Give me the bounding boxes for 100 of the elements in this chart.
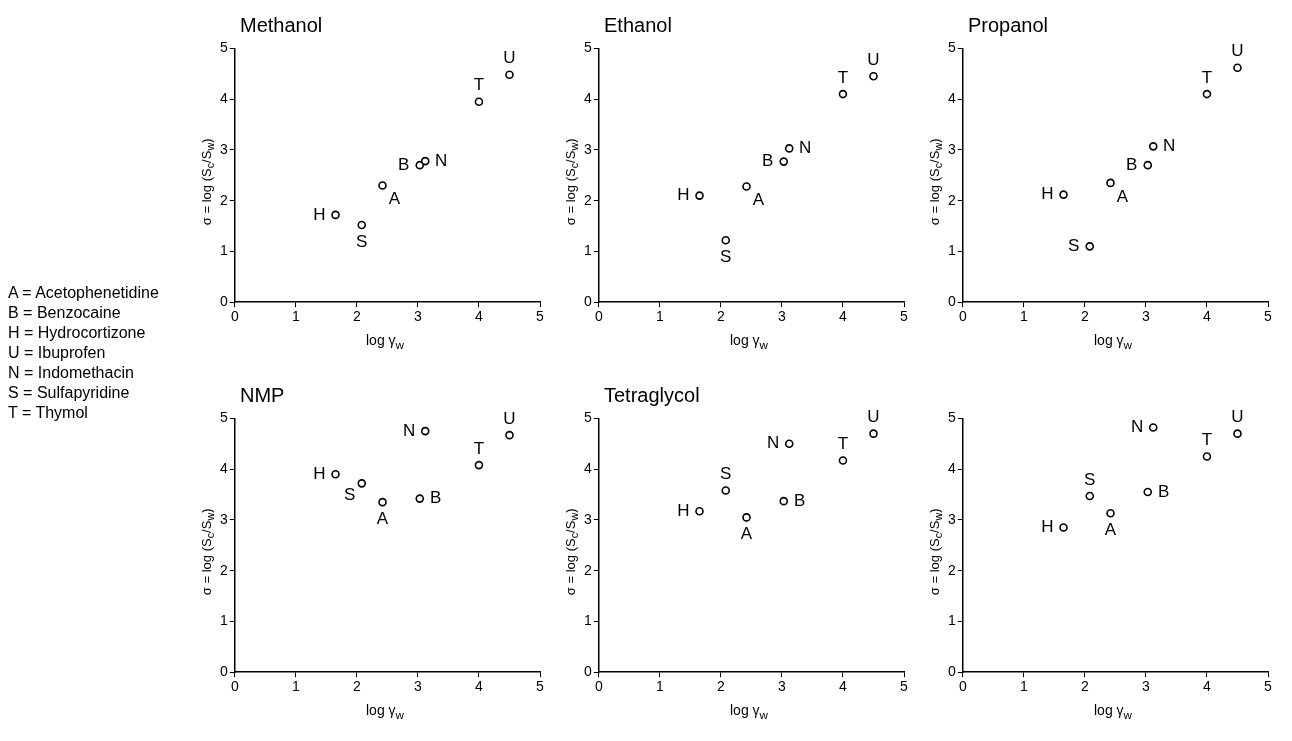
text: U = Ibuprofen — [8, 343, 107, 363]
y-tick-label: 5 — [947, 39, 956, 56]
point — [1143, 487, 1153, 497]
point — [742, 513, 751, 522]
text: T = Thymol — [8, 403, 89, 423]
y-tick-label: 5 — [583, 39, 592, 56]
y-tick-label: 3 — [219, 510, 228, 527]
annotation: B — [794, 490, 806, 510]
annotation: B — [430, 488, 442, 508]
x-tick-label: 3 — [414, 308, 423, 325]
point — [1059, 523, 1068, 532]
annotation: S — [356, 231, 368, 251]
annotation: T — [473, 438, 485, 458]
annotation: H — [1041, 517, 1054, 537]
point — [1143, 160, 1153, 170]
point — [1148, 142, 1158, 151]
text: S = Sulfapyridine — [8, 383, 131, 403]
annotation: B — [1158, 481, 1170, 501]
annotation: A — [1116, 186, 1129, 206]
y-tick-label: 4 — [583, 90, 592, 107]
x-axis-title: log γ$_{w}$ — [729, 702, 769, 721]
point — [869, 72, 878, 81]
point — [1233, 429, 1242, 438]
annotation: H — [313, 204, 326, 224]
annotation: U — [503, 48, 516, 68]
point — [1106, 509, 1115, 518]
x-tick-label: 4 — [1203, 678, 1212, 695]
y-tick-label: 4 — [219, 90, 228, 107]
annotation: N — [1163, 136, 1176, 156]
point — [474, 460, 484, 470]
annotation: T — [473, 75, 485, 95]
x-tick-label: 0 — [594, 308, 603, 325]
chart-title: NMP — [240, 384, 285, 407]
point — [420, 426, 430, 436]
chart-title: Ethanol — [604, 14, 672, 37]
point — [415, 494, 425, 503]
annotation: U — [867, 50, 880, 70]
x-tick-label: 5 — [1264, 678, 1273, 695]
x-axis-title: log γ$_{w}$ — [1093, 332, 1133, 351]
y-tick-label: 1 — [219, 612, 228, 629]
x-tick-label: 1 — [655, 308, 664, 325]
x-tick-label: 5 — [536, 678, 545, 695]
point — [357, 220, 367, 230]
annotation: H — [677, 185, 690, 205]
x-tick-label: 0 — [594, 678, 603, 695]
x-tick-label: 3 — [778, 678, 787, 695]
y-tick-label: 1 — [583, 242, 592, 259]
point — [695, 191, 704, 200]
y-tick-label: 2 — [947, 561, 956, 578]
x-tick-label: 0 — [958, 678, 967, 695]
annotation: N — [1131, 417, 1144, 437]
x-tick-label: 5 — [536, 308, 545, 325]
x-tick-label: 1 — [291, 678, 300, 695]
annotation: A — [1104, 520, 1117, 540]
x-tick-label: 2 — [1080, 308, 1089, 325]
chart-title: Methanol — [240, 14, 323, 37]
annotation: U — [503, 408, 516, 428]
text: A = Acetophenetidine — [8, 283, 160, 303]
y-tick-label: 5 — [583, 409, 592, 426]
point — [779, 157, 789, 166]
y-tick-label: 2 — [583, 191, 592, 208]
point — [779, 496, 789, 506]
x-tick-label: 3 — [778, 308, 787, 325]
y-tick-label: 3 — [947, 140, 956, 157]
point — [1202, 452, 1212, 461]
x-tick-label: 2 — [352, 678, 361, 695]
annotation: S — [344, 485, 356, 505]
y-tick-label: 3 — [219, 140, 228, 157]
y-tick-label: 0 — [947, 293, 956, 310]
x-tick-label: 2 — [716, 308, 725, 325]
annotation: B — [1126, 154, 1138, 174]
x-tick-label: 2 — [1080, 678, 1089, 695]
y-tick-label: 5 — [219, 39, 228, 56]
point — [420, 156, 430, 166]
x-tick-label: 1 — [1019, 678, 1028, 695]
annotation: H — [1041, 184, 1054, 204]
x-tick-label: 3 — [1142, 678, 1151, 695]
annotation: S — [720, 246, 732, 266]
point — [869, 429, 878, 438]
y-tick-label: 0 — [947, 663, 956, 680]
text: B = Benzocaine — [8, 303, 122, 323]
annotation: N — [767, 433, 780, 453]
x-tick-label: 5 — [1264, 308, 1273, 325]
annotation: T — [837, 434, 849, 454]
point — [378, 181, 387, 190]
annotation: S — [1068, 236, 1080, 256]
y-tick-label: 0 — [219, 293, 228, 310]
point — [695, 506, 704, 516]
x-axis-title: log γ$_{w}$ — [1093, 702, 1133, 721]
y-tick-label: 5 — [219, 409, 228, 426]
x-tick-label: 4 — [475, 308, 484, 325]
annotation: N — [799, 138, 812, 158]
point — [474, 97, 484, 106]
x-tick-label: 4 — [475, 678, 484, 695]
annotation: T — [837, 67, 849, 87]
point — [331, 469, 340, 479]
y-tick-label: 0 — [219, 663, 228, 680]
annotation: U — [867, 407, 880, 427]
x-tick-label: 4 — [839, 308, 848, 325]
y-tick-label: 4 — [583, 460, 592, 477]
